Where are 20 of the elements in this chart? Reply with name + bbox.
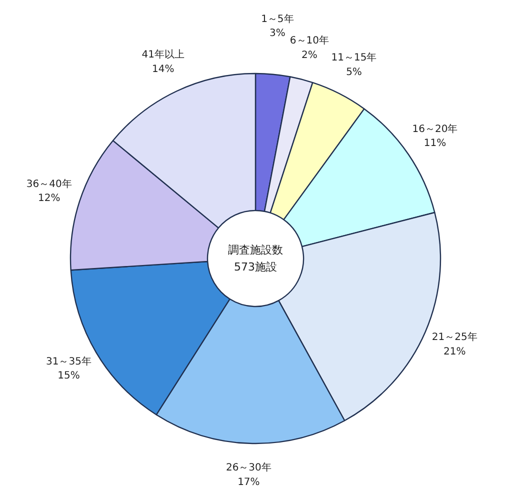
slice-label: 11～15年 (331, 52, 377, 64)
slice-label: 36～40年 (26, 178, 72, 190)
data-label: 11% (424, 138, 446, 150)
data-label: 17% (238, 477, 260, 488)
text: 573施設 (234, 260, 277, 274)
data-label: 14% (152, 64, 174, 75)
data-label: 12% (38, 193, 60, 204)
data-label: 3% (269, 28, 286, 40)
slice-label: 16～20年 (412, 122, 458, 135)
slice-label: 26～30年 (226, 462, 272, 474)
slice-label: 21～25年 (432, 331, 478, 344)
data-label: 15% (58, 370, 80, 382)
slice-label: 1～5年 (261, 12, 294, 25)
slice-label: 31～35年 (46, 355, 92, 368)
data-label: 21% (444, 346, 466, 358)
slice-label: 6～10年 (290, 34, 330, 47)
data-label: 5% (346, 66, 362, 78)
data-label: 2% (302, 50, 318, 61)
text: 調査施設数 (228, 244, 283, 257)
slice-label: 41年以上 (142, 48, 184, 61)
